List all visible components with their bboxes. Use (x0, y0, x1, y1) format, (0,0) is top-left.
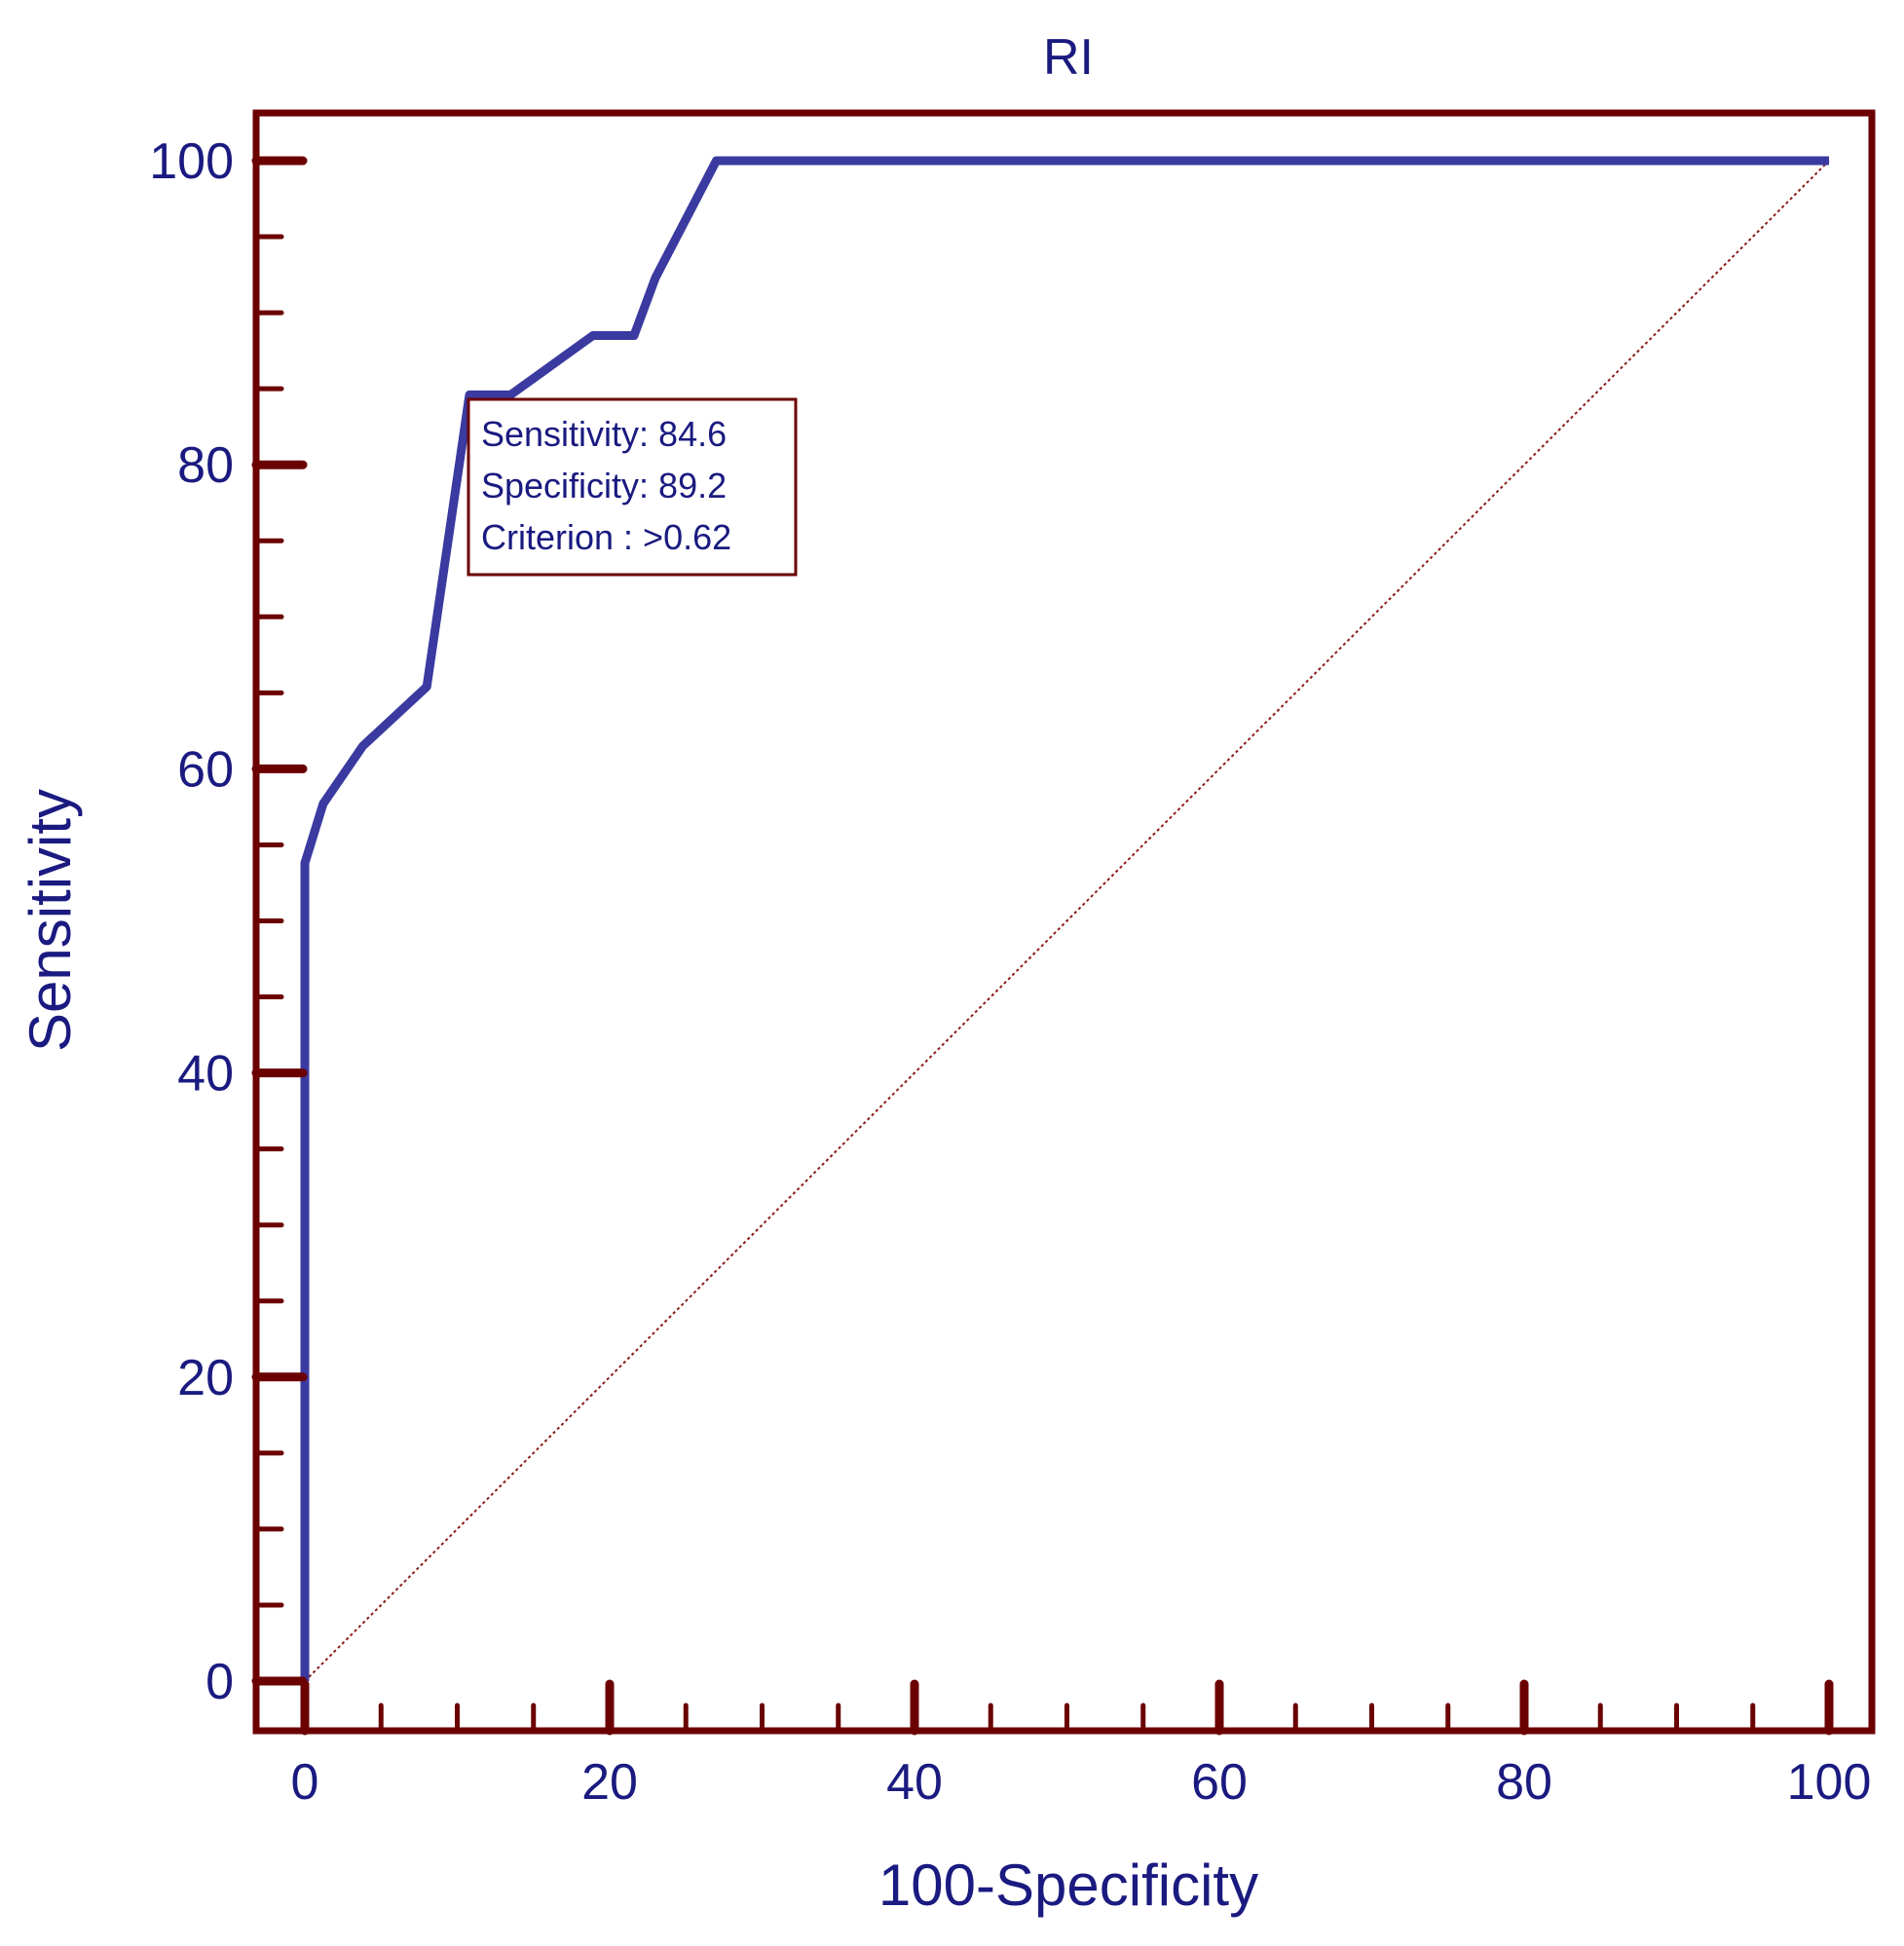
annotation-box (467, 397, 798, 577)
x-tick-label: 0 (291, 1754, 319, 1811)
y-axis-label: Sensitivity (18, 789, 83, 1052)
chart-title: RI (1043, 29, 1094, 86)
plot-area (300, 156, 1830, 1682)
annotation-sensitivity: Sensitivity: 84.6 (481, 414, 727, 454)
x-tick-label: 40 (886, 1754, 943, 1811)
x-tick-label: 60 (1191, 1754, 1248, 1811)
annotation-criterion: Criterion : >0.62 (481, 517, 731, 557)
y-tick-label: 40 (177, 1046, 234, 1103)
reference-line (304, 160, 1830, 1682)
y-tick-label: 0 (205, 1654, 234, 1710)
y-axis: 0 20 40 60 80 100 (149, 133, 308, 1710)
y-tick-label: 80 (177, 437, 234, 494)
plot-frame (252, 109, 1876, 1735)
y-tick-label: 60 (177, 741, 234, 798)
x-tick-label: 20 (581, 1754, 638, 1811)
x-tick-label: 100 (1787, 1754, 1872, 1811)
criterion-annotation: Sensitivity: 84.6 Specificity: 89.2 Crit… (467, 397, 798, 577)
x-axis-label: 100-Specificity (878, 1852, 1258, 1918)
y-tick-label: 20 (177, 1350, 234, 1406)
x-tick-label: 80 (1496, 1754, 1552, 1811)
x-axis: 0 20 40 60 80 100 (291, 1679, 1872, 1811)
annotation-specificity: Specificity: 89.2 (481, 466, 727, 505)
y-tick-label: 100 (149, 133, 234, 190)
roc-curve (300, 156, 1829, 1681)
